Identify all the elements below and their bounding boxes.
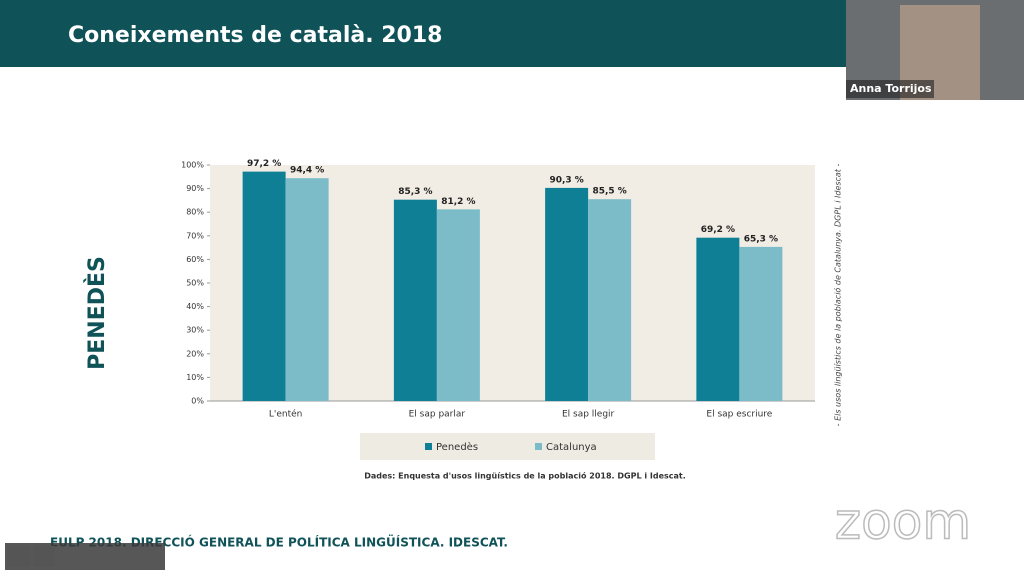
y-tick-label: 30% xyxy=(186,326,204,335)
side-label: PENEDÈS xyxy=(84,256,110,370)
y-tick-label: 80% xyxy=(186,208,204,217)
x-tick-label: L'entén xyxy=(269,409,303,420)
legend-box xyxy=(360,433,655,460)
bar xyxy=(739,246,783,401)
bar xyxy=(393,199,437,401)
side-note: - Els usos lingüístics de la població de… xyxy=(833,164,843,427)
y-tick-label: 60% xyxy=(186,255,204,264)
y-tick-label: 70% xyxy=(186,231,204,240)
legend-swatch xyxy=(425,443,432,450)
y-tick-label: 50% xyxy=(186,279,204,288)
value-label: 85,3 % xyxy=(398,187,432,197)
x-tick-label: El sap escriure xyxy=(706,410,772,420)
x-tick-label: El sap parlar xyxy=(409,410,466,420)
value-label: 65,3 % xyxy=(744,234,778,244)
y-tick-label: 10% xyxy=(186,373,204,382)
value-label: 97,2 % xyxy=(247,159,281,169)
x-tick-label: El sap llegir xyxy=(562,410,615,420)
bar xyxy=(285,178,329,401)
value-label: 81,2 % xyxy=(441,197,475,207)
bar xyxy=(545,187,589,401)
value-label: 85,5 % xyxy=(592,187,626,197)
bar xyxy=(242,171,286,401)
slide-title: Coneixements de català. 2018 xyxy=(68,23,442,48)
value-label: 69,2 % xyxy=(701,225,735,235)
speaker-name: Anna Torrijos xyxy=(850,82,932,95)
next-button[interactable] xyxy=(33,546,55,567)
source: Dades: Enquesta d'usos lingüístics de la… xyxy=(364,471,686,481)
y-tick-label: 20% xyxy=(186,349,204,358)
value-label: 90,3 % xyxy=(549,175,583,185)
toolbar[interactable] xyxy=(5,543,165,570)
value-label: 94,4 % xyxy=(290,166,324,176)
legend-label: Penedès xyxy=(436,441,478,453)
legend-swatch xyxy=(535,443,542,450)
name-tag xyxy=(846,80,934,98)
y-tick-label: 90% xyxy=(186,184,204,193)
y-tick-label: 40% xyxy=(186,302,204,311)
y-tick-label: 0% xyxy=(191,397,204,406)
bar xyxy=(588,199,632,401)
bar xyxy=(436,209,480,401)
prev-button[interactable] xyxy=(8,546,30,567)
zoom-watermark: zoom xyxy=(835,493,971,551)
bar xyxy=(696,237,740,401)
legend-label: Catalunya xyxy=(546,442,597,453)
y-tick-label: 100% xyxy=(181,161,204,170)
